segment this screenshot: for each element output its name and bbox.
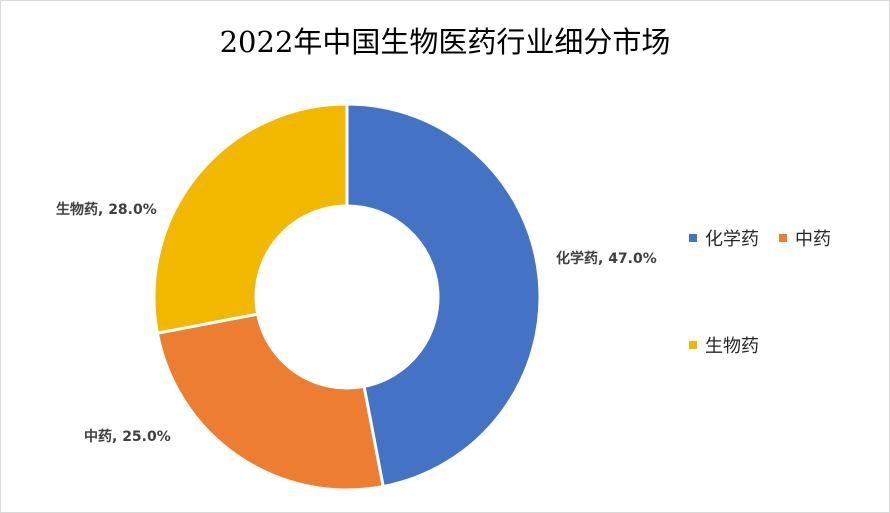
legend-item-0[interactable]: 化学药 [689, 225, 759, 251]
donut-slice-1 [155, 312, 385, 492]
donut-slice-0 [345, 102, 542, 489]
legend-label: 化学药 [705, 229, 759, 250]
legend-swatch [689, 234, 697, 242]
data-label-2: 生物药, 28.0% [56, 201, 157, 218]
donut-slice-2 [152, 102, 349, 335]
legend-label: 生物药 [705, 336, 759, 357]
legend-swatch [779, 234, 787, 242]
legend-swatch [689, 341, 697, 349]
legend-label: 中药 [795, 229, 831, 250]
chart-title: 2022年中国生物医药行业细分市场 [219, 25, 671, 59]
data-label-0: 化学药, 47.0% [556, 250, 657, 267]
data-label-1: 中药, 25.0% [84, 428, 171, 445]
legend-item-2[interactable]: 生物药 [689, 332, 759, 358]
legend-item-1[interactable]: 中药 [779, 225, 831, 251]
